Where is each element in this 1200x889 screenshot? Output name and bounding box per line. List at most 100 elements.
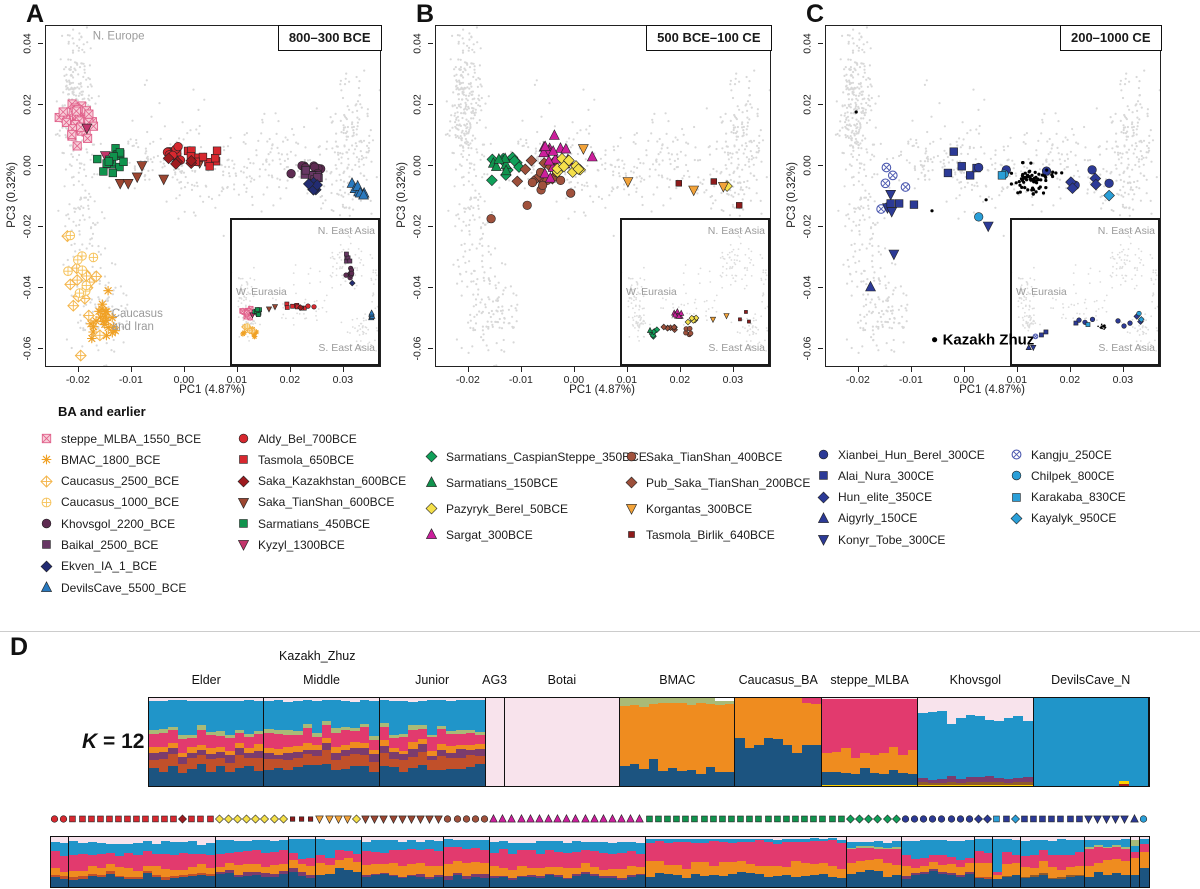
- admixture-segment-orange: [417, 739, 428, 744]
- admixture-segment-lightpink: [956, 837, 966, 842]
- xsquare-marker-icon: [41, 433, 52, 444]
- admixture-bar: [782, 698, 793, 786]
- admixture-segment-navy: [792, 753, 802, 786]
- triUp-marker-icon: [425, 528, 438, 539]
- admixture-segment-orange: [801, 703, 812, 745]
- admixture-segment-orange: [244, 748, 254, 753]
- square-marker-icon: [87, 815, 95, 823]
- admixture-segment-darkred: [1119, 783, 1129, 786]
- y-tick-mark: [428, 165, 433, 167]
- legend-item: Sarmatians_450BCE: [237, 517, 406, 531]
- admixture-segment-orange: [379, 740, 390, 747]
- admixture-segment-lightblue: [215, 700, 226, 732]
- admixture-segment-lightpink: [177, 698, 188, 701]
- admixture-segment-crimson: [379, 726, 390, 741]
- admixture-bar: [379, 698, 390, 786]
- admixture-bar: [928, 837, 938, 887]
- k-equals-12-label: K = 12: [82, 730, 144, 754]
- admixture-segment-lightblue: [994, 721, 1004, 779]
- admixture-bar: [993, 837, 1003, 887]
- admixture-segment-orange: [187, 747, 197, 753]
- admixture-segment-orange: [251, 863, 261, 872]
- admixture-segment-crimson: [864, 847, 874, 861]
- admixture-segment-lightblue: [78, 842, 88, 855]
- admixture-segment-navy: [179, 876, 189, 887]
- admixture-segment-orange: [800, 863, 810, 877]
- square-marker-icon: [810, 815, 817, 823]
- admixture-segment-orange: [891, 864, 901, 876]
- admixture-segment-navy: [782, 874, 792, 887]
- admixture-segment-orange: [673, 864, 683, 876]
- admixture-segment-lightpink: [782, 837, 792, 839]
- admixture-segment-crimson: [292, 735, 303, 746]
- diamond-marker-icon: [425, 502, 438, 515]
- admixture-bar: [571, 837, 582, 887]
- admixture-segment-crimson: [1065, 855, 1075, 867]
- squareSm-marker-icon: [628, 531, 635, 538]
- admixture-segment-rust: [389, 759, 399, 768]
- legend-item-label: Baikal_2500_BCE: [61, 537, 159, 552]
- admixture-segment-lightpink: [264, 698, 274, 701]
- admixture-segment-purple: [910, 873, 920, 876]
- admixture-segment-navy: [1120, 875, 1130, 887]
- admixture-bar: [1119, 698, 1129, 786]
- admixture-segment-brown: [984, 782, 995, 786]
- admixture-segment-navy: [242, 875, 252, 887]
- admixture-segment-brown: [965, 782, 976, 786]
- admixture-segment-brown: [1074, 875, 1084, 877]
- admixture-segment-lightpink: [818, 837, 828, 839]
- diamond-marker-icon: [178, 814, 188, 824]
- admixture-segment-orange: [855, 861, 865, 873]
- admixture-segment-navy: [1139, 868, 1149, 887]
- admixture-segment-lightpink: [160, 837, 171, 842]
- admixture-segment-orange: [571, 867, 582, 875]
- admixture-segment-crimson: [149, 733, 159, 747]
- admixture-segment-navy: [416, 876, 426, 887]
- x-tick-mark: [1122, 367, 1124, 372]
- admixture-segment-purple: [398, 876, 408, 879]
- strip-marker-group: [351, 812, 361, 826]
- admixture-segment-navy: [142, 873, 152, 887]
- circle-marker-icon: [920, 815, 928, 823]
- x-tick-label: 0.00: [173, 374, 195, 386]
- admixture-segment-orange: [617, 868, 627, 879]
- legend-item-label: Caucasus_1000_BCE: [61, 495, 180, 510]
- triUp-marker-icon: [617, 814, 626, 823]
- admixture-segment-purple: [919, 872, 929, 874]
- square-marker-icon: [1075, 815, 1083, 823]
- admixture-segment-lightblue: [340, 700, 351, 727]
- admixture-segment-lightblue: [456, 700, 466, 730]
- admixture-segment-lightblue: [937, 839, 948, 855]
- admixture-segment-lightpink: [197, 837, 206, 845]
- admixture-bar: [264, 698, 274, 786]
- admixture-segment-crimson: [225, 737, 235, 751]
- admixture-segment-lightpink: [485, 698, 495, 786]
- admixture-segment-olive: [244, 733, 254, 738]
- x-tick-label: -0.01: [118, 374, 143, 386]
- strip-marker-group: [443, 812, 489, 826]
- admixture-bar: [389, 837, 399, 887]
- admixture-bar: [149, 698, 159, 786]
- admixture-segment-lightpink: [709, 837, 719, 839]
- admixture-segment-lightblue: [626, 842, 636, 852]
- admixture-segment-lightpink: [609, 698, 620, 786]
- admixture-segment-lightblue: [1128, 698, 1139, 786]
- admixture-segment-navy: [663, 874, 673, 887]
- admixture-segment-purple: [278, 870, 288, 875]
- admixture-segment-crimson: [975, 850, 984, 864]
- admixture-segment-lightpink: [224, 837, 234, 841]
- admixture-segment-crimson: [96, 853, 106, 868]
- admixture-segment-rust: [170, 875, 180, 878]
- triUp-marker-icon: [562, 814, 572, 823]
- triUp-marker-icon: [489, 814, 498, 823]
- admixture-segment-white: [724, 698, 735, 701]
- admixture-segment-lightpink: [571, 698, 581, 786]
- admixture-segment-lightpink: [791, 837, 801, 840]
- triDown-marker-icon: [434, 815, 444, 824]
- admixture-segment-purple: [946, 776, 957, 783]
- admixture-segment-lightpink: [553, 837, 563, 842]
- admixture-segment-crimson: [553, 851, 563, 868]
- admixture-segment-olive: [864, 846, 874, 848]
- admixture-segment-crimson: [471, 848, 481, 862]
- admixture-group: [215, 837, 289, 887]
